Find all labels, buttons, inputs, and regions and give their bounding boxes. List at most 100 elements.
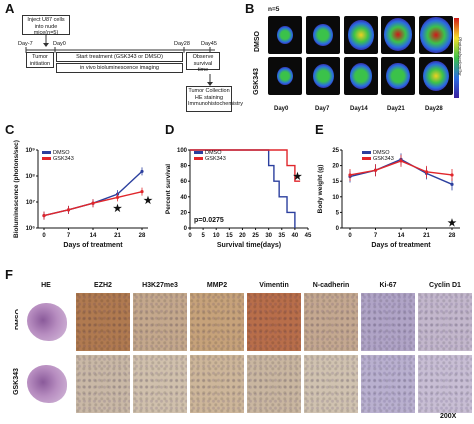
bioluminescence-signal: [313, 23, 333, 47]
chart-c-ytick-label: 10⁷: [26, 200, 36, 206]
chart-e-point: [399, 159, 403, 163]
day-minus7: Day-7: [18, 41, 33, 47]
histology-header: Cyclin D1: [429, 282, 461, 289]
chart-c-xlabel: Days of treatment: [63, 242, 123, 249]
brain-section: [27, 303, 67, 341]
chart-e-ytick-label: 5: [336, 210, 340, 216]
chart-d-xtick-label: 30: [265, 233, 272, 239]
imaging-tile-dmso-0: [268, 16, 302, 54]
chart-e-ytick-label: 25: [332, 148, 339, 154]
histology-tile-gsk343-he: [18, 354, 74, 414]
chart-d-xtick-label: 35: [278, 233, 285, 239]
n-label: n=5: [268, 6, 280, 13]
chart-c-xtick-label: 28: [139, 233, 146, 239]
bioluminescence-signal: [420, 16, 452, 54]
chart-c-point: [140, 190, 144, 194]
chart-c-series-line: [43, 170, 143, 217]
imaging-row-label-gsk343: GSK343: [252, 68, 260, 95]
chart-c-point: [115, 195, 120, 200]
chart-e-legend-swatch: [362, 157, 371, 160]
imaging-tile-gsk343-1: [306, 57, 340, 95]
observe-box: Observe survival time: [186, 52, 220, 73]
histology-tile-dmso-ki-67: [360, 292, 416, 352]
imaging-day-21: Day21: [387, 106, 405, 112]
chart-c-legend-swatch: [42, 151, 51, 154]
chart-e-ytick-label: 0: [336, 226, 340, 232]
chart-e-ytick-label: 10: [332, 195, 339, 201]
imaging-day-14: Day14: [350, 106, 368, 112]
histology-header: HE: [41, 282, 51, 289]
imaging-day-28: Day28: [425, 106, 443, 112]
chart-e-legend-label: GSK343: [373, 156, 394, 162]
colorbar: [454, 18, 459, 98]
chart-d-xlabel: Survival time(days): [217, 242, 281, 249]
chart-d-xtick-label: 5: [201, 233, 205, 239]
imaging-tile-dmso-1: [306, 16, 340, 54]
imaging-tile-gsk343-2: [344, 57, 378, 95]
chart-c-significance-star: ★: [113, 203, 122, 214]
start-treatment-box: Start treatment (GSK343 or DMSO): [56, 52, 183, 62]
chart-e-legend-label: DMSO: [373, 150, 390, 156]
imaging-day-0: Day0: [274, 106, 289, 112]
chart-e-xtick-label: 21: [423, 233, 430, 239]
chart-c-legend-swatch: [42, 157, 51, 160]
chart-e-ylabel: Body weight (g): [317, 165, 324, 214]
chart-c-significance-star: ★: [144, 196, 153, 207]
chart-e-xlabel: Days of treatment: [371, 242, 431, 249]
chart-d-survival-curve: [190, 149, 301, 182]
chart-d-ytick-label: 80: [180, 164, 187, 170]
brain-section: [27, 365, 67, 403]
histology-tile-gsk343-n-cadherin: [303, 354, 359, 414]
histology-header: MMP2: [206, 282, 228, 289]
histology-tile-dmso-n-cadherin: [303, 292, 359, 352]
chart-d-significance-star: ★: [293, 172, 302, 183]
histology-header: N-cadherin: [312, 282, 350, 289]
collection-box: Tumor Collection HE staining Immunohisto…: [186, 86, 243, 112]
chart-e-point: [348, 173, 352, 177]
histology-tile-dmso-h3k27me3: [132, 292, 188, 352]
bioluminescence-signal: [383, 18, 413, 52]
chart-d-ytick-label: 40: [180, 195, 187, 201]
panel-label-b: B: [245, 1, 255, 16]
histology-header: Ki-67: [379, 282, 397, 289]
histology-tile-dmso-cyclin d1: [417, 292, 473, 352]
bioluminescence-signal: [386, 62, 410, 90]
chart-c-legend-label: DMSO: [53, 150, 70, 156]
histology-tile-dmso-he: [18, 292, 74, 352]
panel-label-a: A: [5, 1, 15, 16]
chart-e-xtick-label: 7: [374, 233, 378, 239]
histology-tile-gsk343-ki-67: [360, 354, 416, 414]
chart-c-ylabel: Bioluminescence (photons/sec): [13, 140, 20, 238]
chart-e-xtick-label: 28: [449, 233, 456, 239]
chart-d-ytick-label: 100: [177, 148, 188, 154]
histology-header: Vimentin: [259, 282, 289, 289]
histology-tile-gsk343-ezh2: [75, 354, 131, 414]
histology-tile-dmso-vimentin: [246, 292, 302, 352]
chart-c-point: [91, 201, 95, 205]
histology-tile-dmso-mmp2: [189, 292, 245, 352]
chart-c-xtick-label: 21: [114, 233, 121, 239]
chart-c-legend-label: GSK343: [53, 156, 74, 162]
chart-d-survival-curve: [190, 149, 296, 228]
bioluminescence-signal: [277, 26, 293, 44]
chart-bioluminescence: 0 7 14 21 28 10⁶ 10⁷ 10⁸ 10⁹ Days of treatment Bio…: [13, 140, 153, 249]
chart-d-legend-swatch: [194, 157, 203, 160]
chart-d-legend-swatch: [194, 151, 203, 154]
chart-d-ytick-label: 20: [180, 210, 187, 216]
tumor-initiation-box: Tumor initiation: [26, 52, 54, 68]
chart-c-ytick-label: 10⁹: [25, 148, 35, 154]
chart-c-ytick-label: 10⁶: [26, 226, 36, 232]
bioluminescence-signal: [422, 60, 450, 92]
chart-e-point: [373, 168, 378, 172]
bioluminescence-signal: [349, 63, 373, 89]
chart-d-ytick-label: 60: [180, 179, 187, 185]
histology-header: EZH2: [94, 282, 112, 289]
chart-c-point: [42, 213, 46, 218]
bioluminescence-signal: [348, 20, 374, 50]
chart-e-point: [424, 170, 429, 174]
chart-c-point: [140, 169, 144, 174]
imaging-tile-dmso-4: [419, 16, 453, 54]
chart-e-xtick-label: 0: [348, 233, 352, 239]
chart-d-xtick-label: 40: [292, 233, 299, 239]
timeline-arrows: [25, 35, 215, 86]
